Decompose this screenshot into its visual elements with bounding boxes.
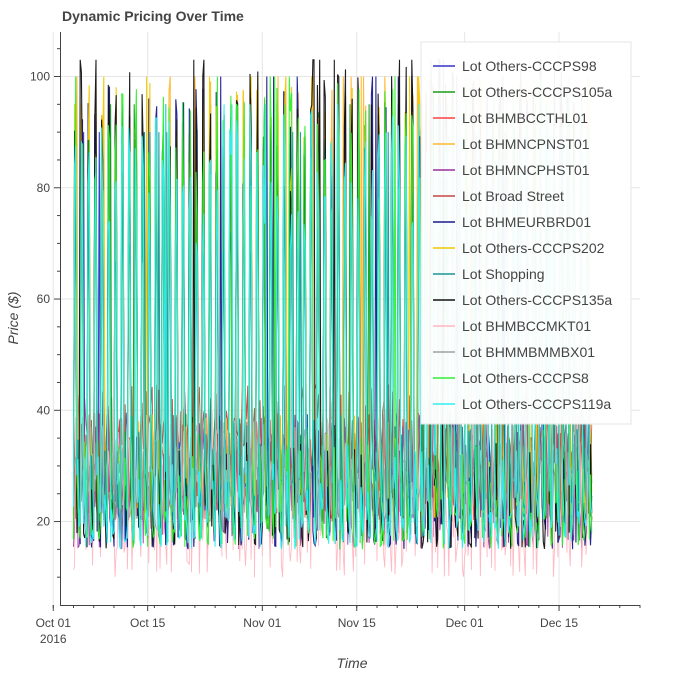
x-tick-label: Oct 15 bbox=[130, 616, 166, 630]
y-tick-label: 20 bbox=[37, 515, 51, 529]
legend-label: Lot Shopping bbox=[462, 266, 545, 282]
y-tick-label: 100 bbox=[30, 70, 50, 84]
legend-label: Lot BHMBCCTHL01 bbox=[462, 110, 588, 126]
legend-label: Lot Others-CCCPS202 bbox=[462, 240, 605, 256]
x-tick-sublabel: 2016 bbox=[40, 632, 67, 646]
x-tick-label: Oct 01 bbox=[36, 616, 72, 630]
x-tick-label: Nov 15 bbox=[338, 616, 376, 630]
legend-label: Lot BHMEURBRD01 bbox=[462, 214, 591, 230]
legend-box bbox=[420, 41, 632, 425]
series-line bbox=[72, 103, 593, 550]
legend-label: Lot Others-CCCPS105a bbox=[462, 84, 612, 100]
legend: Lot Others-CCCPS98 Lot Others-CCCPS105a Lo… bbox=[420, 41, 632, 425]
legend-label: Lot Others-CCCPS98 bbox=[462, 58, 597, 74]
x-tick-label: Nov 01 bbox=[243, 616, 281, 630]
x-axis-label: Time bbox=[337, 655, 368, 671]
legend-label: Lot Others-CCCPS8 bbox=[462, 370, 589, 386]
axes bbox=[60, 32, 640, 606]
series-lines bbox=[72, 59, 593, 578]
legend-label: Lot Broad Street bbox=[462, 188, 564, 204]
y-tick-label: 60 bbox=[37, 292, 51, 306]
legend-label: Lot BHMBCCMKT01 bbox=[462, 318, 591, 334]
legend-label: Lot Others-CCCPS119a bbox=[462, 396, 611, 412]
legend-label: Lot BHMMBMMBX01 bbox=[462, 344, 595, 360]
chart-title: Dynamic Pricing Over Time bbox=[62, 8, 244, 24]
legend-label: Lot Others-CCCPS135a bbox=[462, 292, 612, 308]
legend-label: Lot BHMNCPNST01 bbox=[462, 136, 590, 152]
x-tick-label: Dec 15 bbox=[540, 616, 578, 630]
y-tick-label: 80 bbox=[37, 181, 51, 195]
ticks: 20 40 60 80 100 Oct 01 2016 Oct 15 Nov 01 Nov 15 D… bbox=[30, 48, 641, 646]
y-tick-label: 40 bbox=[37, 403, 51, 417]
legend-label: Lot BHMNCPHST01 bbox=[462, 162, 590, 178]
x-tick-label: Dec 01 bbox=[446, 616, 484, 630]
y-axis-label: Price ($) bbox=[5, 292, 21, 345]
